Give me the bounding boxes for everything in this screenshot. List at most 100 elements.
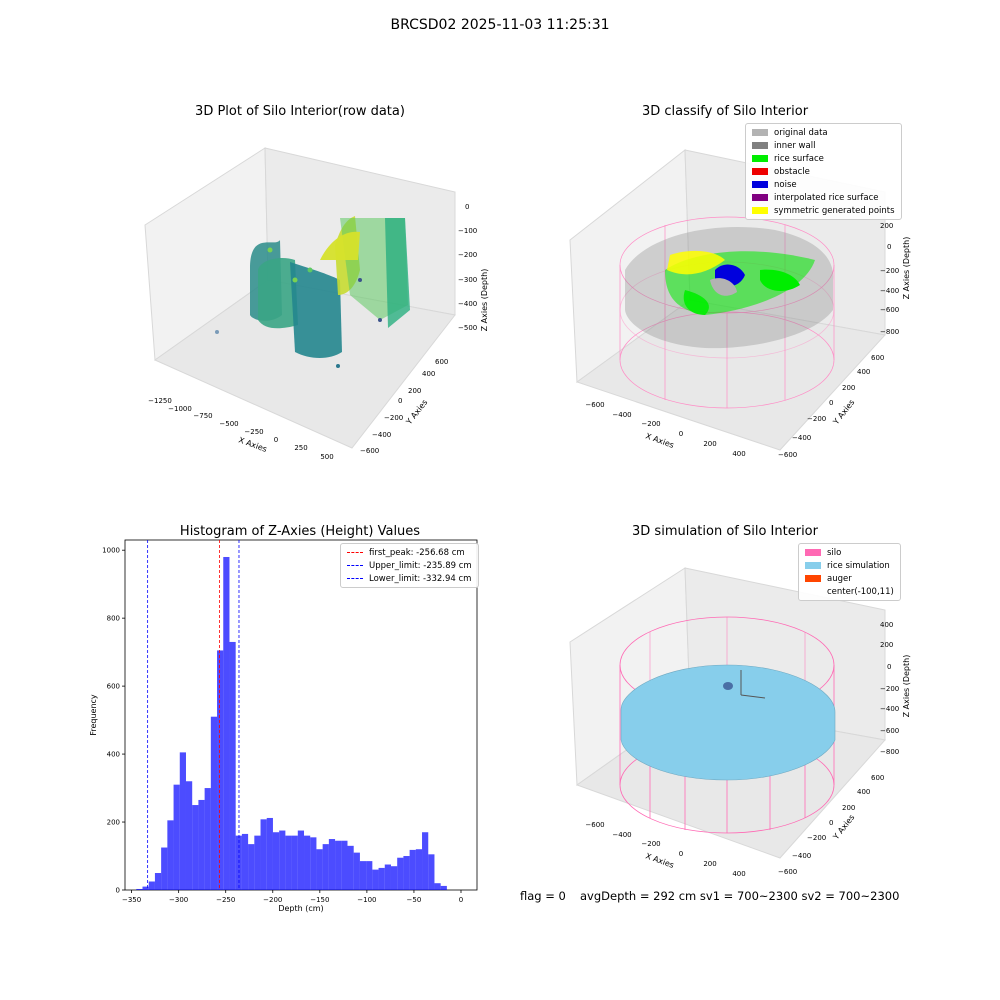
y-tick: 0 xyxy=(829,399,833,407)
x-axis-label: X Axies xyxy=(644,431,675,450)
histogram-bar xyxy=(304,835,311,890)
histogram-bar xyxy=(223,556,230,890)
histogram-bar xyxy=(384,864,391,890)
y-tick: 200 xyxy=(842,804,855,812)
z-axis: 400 200 0 −200 −400 −600 −800 Z Axies (D… xyxy=(880,621,911,756)
histogram-bar xyxy=(378,867,385,890)
z-tick: −800 xyxy=(880,748,899,756)
y-tick: 400 xyxy=(857,368,870,376)
x-tick-label: −250 xyxy=(216,896,235,904)
y-tick-label: 0 xyxy=(116,887,120,895)
x-tick-label: −50 xyxy=(407,896,422,904)
x-tick: −500 xyxy=(219,420,238,428)
x-tick-label: −350 xyxy=(122,896,141,904)
histogram-bar xyxy=(372,869,379,890)
legend-entry-inner-wall: inner wall xyxy=(746,139,901,152)
x-tick: −750 xyxy=(193,412,212,420)
histogram-legend: first_peak: -256.68 cm Upper_limit: -235… xyxy=(340,543,479,588)
legend-swatch xyxy=(752,168,768,175)
scatter-markers xyxy=(215,247,382,368)
histogram-bar xyxy=(341,840,348,890)
histogram-bar xyxy=(161,847,168,890)
y-tick-label: 1000 xyxy=(102,547,120,555)
legend-entry-auger: auger xyxy=(799,572,900,585)
x-tick: −400 xyxy=(612,831,631,839)
y-tick: 600 xyxy=(871,774,884,782)
histogram-bar xyxy=(254,835,261,890)
z-tick: −200 xyxy=(880,267,899,275)
y-axis-label: Y Axies xyxy=(831,813,857,842)
x-tick-label: −300 xyxy=(169,896,188,904)
panel2-legend: original data inner wall rice surface ob… xyxy=(745,123,902,220)
histogram-bar xyxy=(335,840,342,890)
histogram-bars xyxy=(136,556,447,890)
legend-entry-rice-simulation: rice simulation xyxy=(799,559,900,572)
legend-entry-lower-limit: Lower_limit: -332.94 cm xyxy=(341,572,478,585)
panel1-3d-plot: −1250 −1000 −750 −500 −250 0 250 500 X A… xyxy=(144,147,489,461)
x-tick: 0 xyxy=(274,436,278,444)
x-tick: −600 xyxy=(585,401,604,409)
legend-entry-silo: silo xyxy=(799,546,900,559)
histogram-bar xyxy=(428,854,435,890)
histogram-bar xyxy=(291,835,298,890)
silo-wireframe xyxy=(619,216,835,409)
y-tick: −400 xyxy=(372,431,391,439)
legend-swatch xyxy=(752,194,768,201)
y-tick: 0 xyxy=(398,397,402,405)
panel1-title: 3D Plot of Silo Interior(row data) xyxy=(195,104,405,119)
histogram-bar xyxy=(260,819,267,890)
z-tick: −800 xyxy=(880,328,899,336)
legend-swatch xyxy=(752,181,768,188)
x-tick: 0 xyxy=(679,850,683,858)
panel4-title: 3D simulation of Silo Interior xyxy=(632,524,818,539)
legend-entry-center: center(-100,11) xyxy=(799,585,900,598)
histogram-bar xyxy=(217,650,224,890)
z-tick: −300 xyxy=(458,276,477,284)
legend-swatch xyxy=(347,565,363,566)
histogram-bar xyxy=(297,830,305,890)
legend-entry-upper-limit: Upper_limit: -235.89 cm xyxy=(341,559,478,572)
histogram-bar xyxy=(316,849,323,890)
histogram-bar xyxy=(198,799,205,890)
histogram-bar xyxy=(248,844,255,890)
legend-entry-obstacle: obstacle xyxy=(746,165,901,178)
legend-swatch xyxy=(752,129,768,136)
histogram-bar xyxy=(154,873,162,890)
y-tick: −400 xyxy=(792,852,811,860)
z-tick: 400 xyxy=(880,621,893,629)
flag-text: flag = 0 xyxy=(520,889,566,903)
histogram-bar xyxy=(192,805,199,890)
histogram-bar xyxy=(353,852,360,890)
histogram-bar xyxy=(142,886,149,890)
y-tick: 400 xyxy=(422,370,435,378)
z-tick: −600 xyxy=(880,727,899,735)
histogram-bar xyxy=(285,835,292,890)
histogram-bar xyxy=(229,641,236,890)
y-tick-label: 800 xyxy=(107,615,120,623)
x-tick: 250 xyxy=(294,444,307,452)
x-tick-label: −150 xyxy=(310,896,329,904)
histogram-bar xyxy=(322,844,329,890)
x-tick-label: 0 xyxy=(459,896,463,904)
histogram-bar xyxy=(210,716,218,890)
z-tick: 200 xyxy=(880,641,893,649)
x-tick-label: −200 xyxy=(263,896,282,904)
z-tick: −400 xyxy=(880,705,899,713)
x-tick: 200 xyxy=(703,440,716,448)
z-tick: −200 xyxy=(880,685,899,693)
y-axis-label: Frequency xyxy=(89,694,98,736)
z-axis-label: Z Axies (Depth) xyxy=(480,269,489,332)
legend-entry-symmetric: symmetric generated points xyxy=(746,204,901,217)
legend-swatch xyxy=(752,207,768,214)
x-ticks: −350 −300 −250 −200 −150 −100 −50 0 xyxy=(122,890,463,904)
x-tick-label: −100 xyxy=(357,896,376,904)
histogram-chart: −350 −300 −250 −200 −150 −100 −50 0 0 200 400 600 8… xyxy=(89,539,478,913)
histogram-bar xyxy=(272,832,280,890)
y-tick: 200 xyxy=(842,384,855,392)
legend-entry-first-peak: first_peak: -256.68 cm xyxy=(341,546,478,559)
z-tick: 0 xyxy=(465,203,469,211)
legend-entry-noise: noise xyxy=(746,178,901,191)
legend-entry-rice-surface: rice surface xyxy=(746,152,901,165)
y-tick: 200 xyxy=(408,387,421,395)
histogram-bar xyxy=(366,861,373,890)
